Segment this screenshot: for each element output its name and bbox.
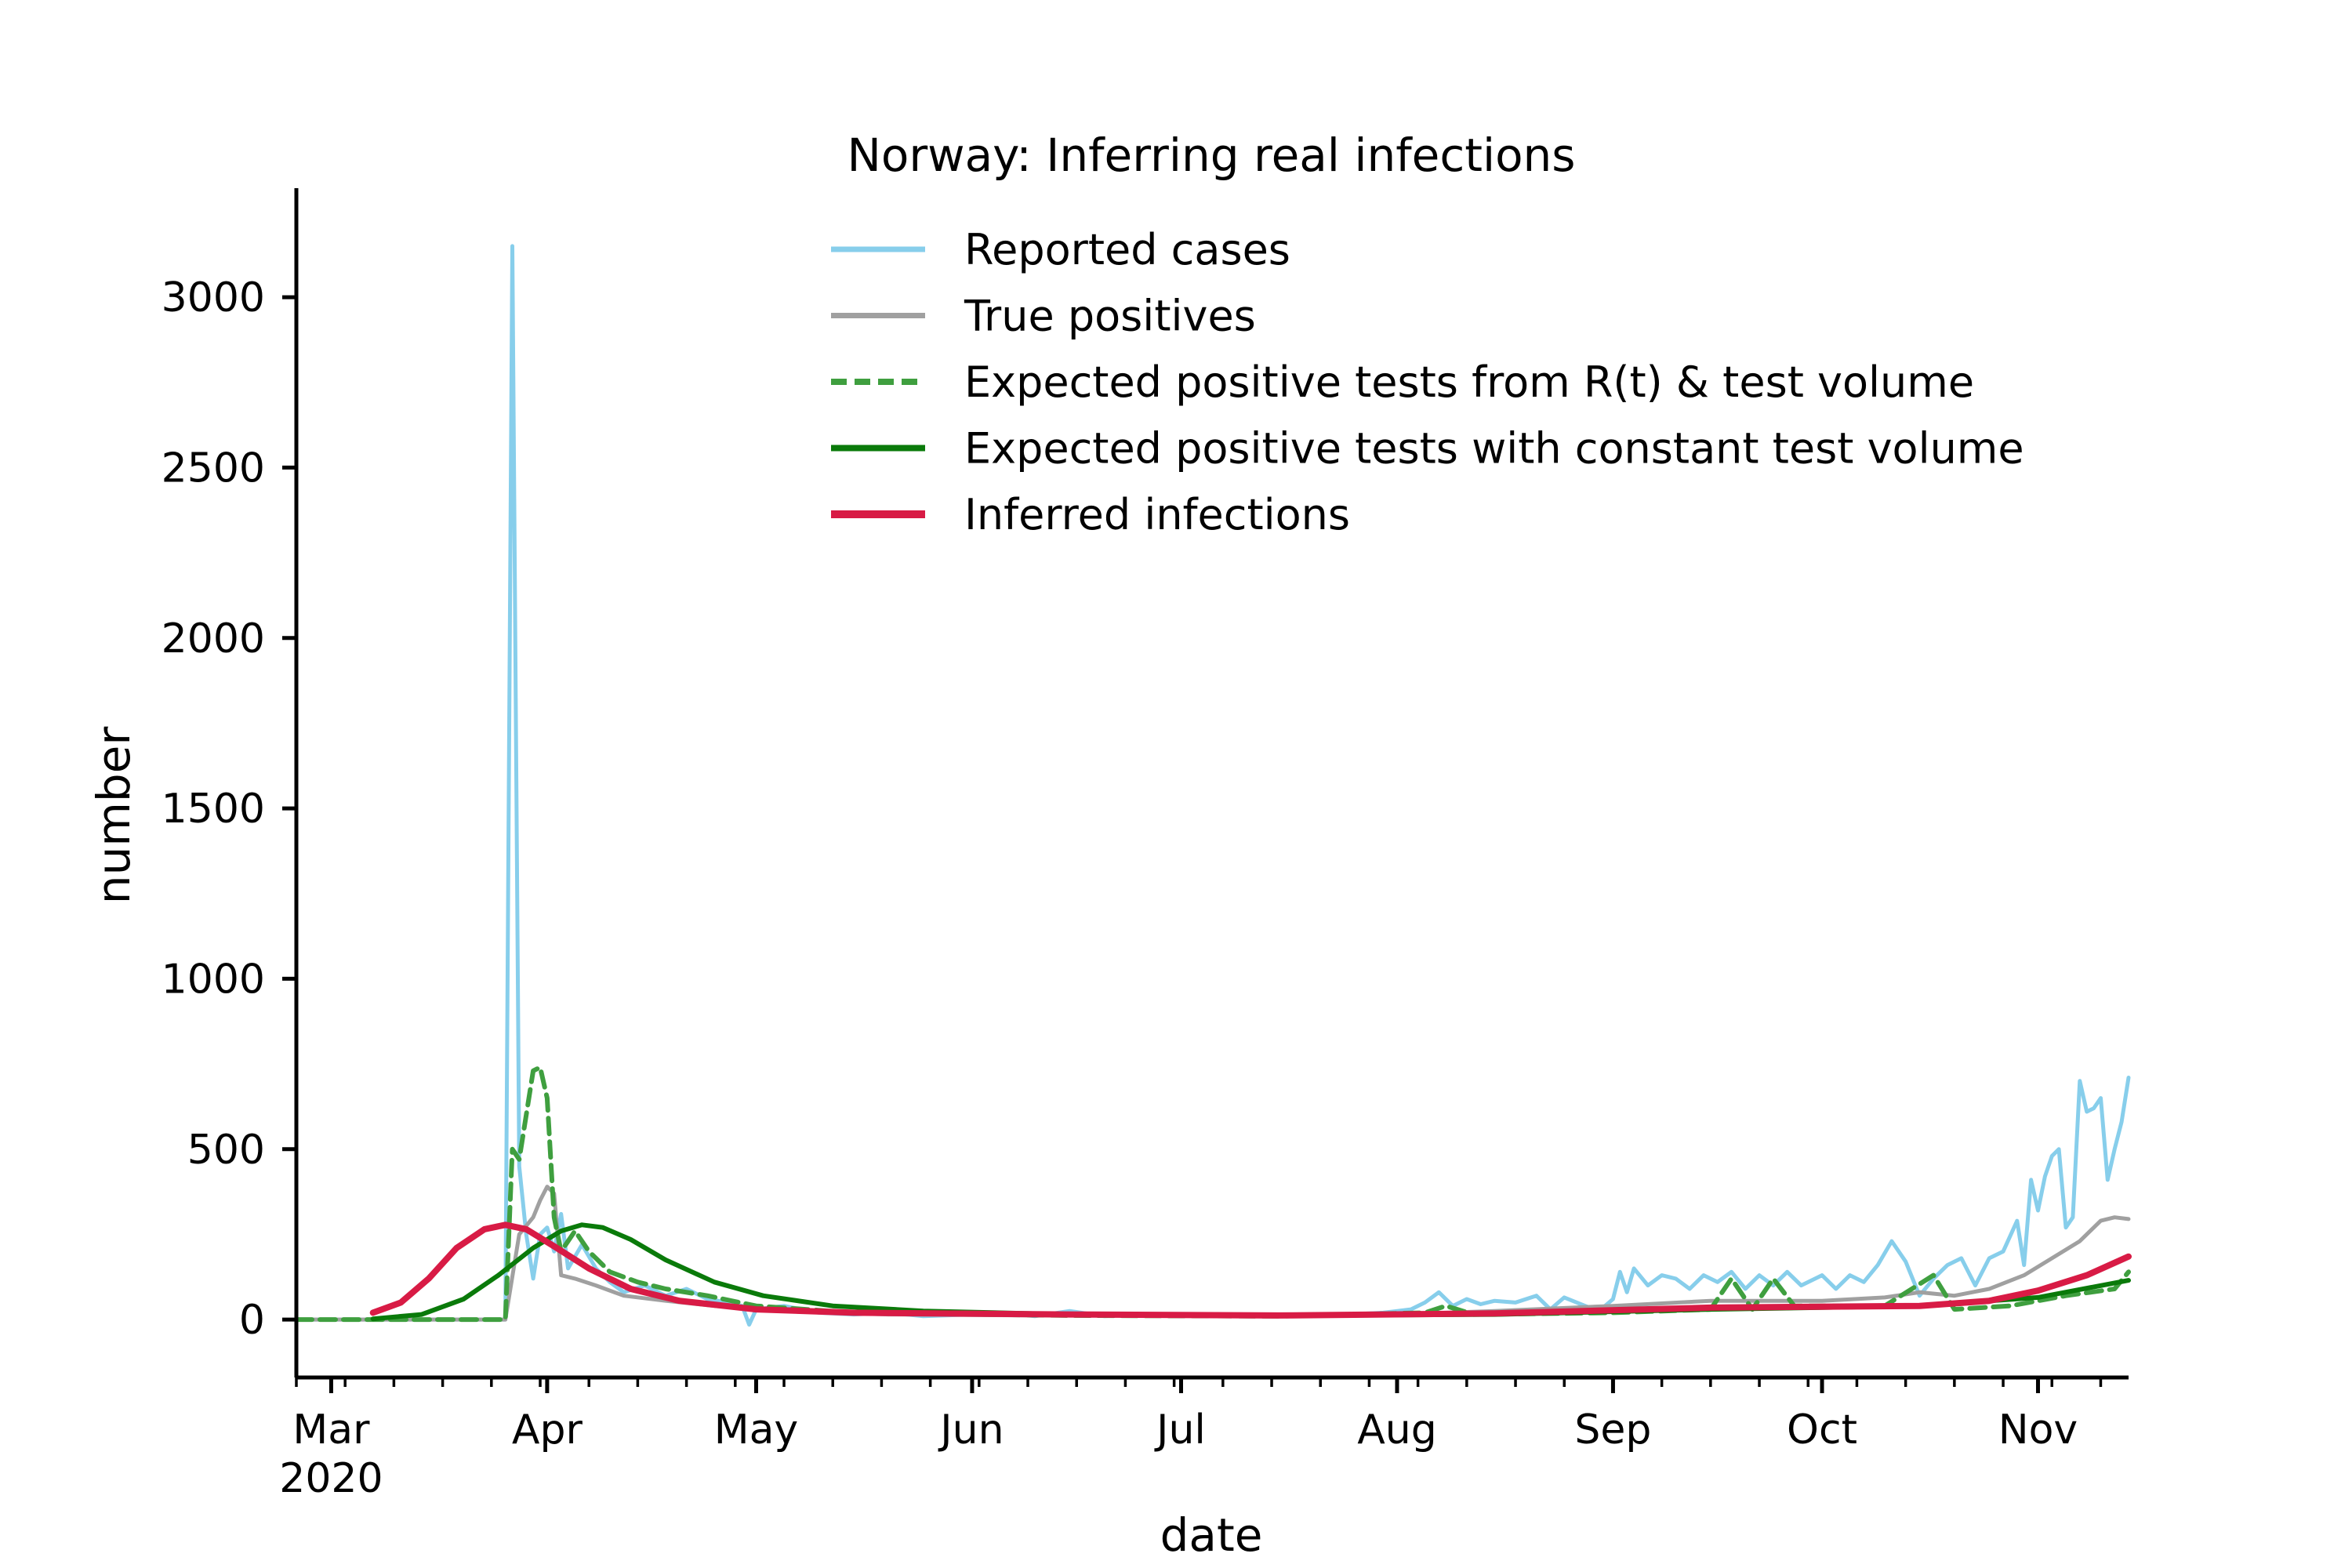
legend-label: Inferred infections <box>964 490 1350 539</box>
plot-series <box>294 244 2132 1327</box>
legend-label: Expected positive tests from R(t) & test… <box>964 358 1974 407</box>
legend-label: Expected positive tests with constant te… <box>964 424 2024 474</box>
legend: Reported cases True positives Expected pos… <box>831 225 2024 539</box>
y-tick-label: 2500 <box>162 445 265 492</box>
y-axis-label: number <box>87 727 140 905</box>
x-tick-label: Jun <box>938 1406 1004 1454</box>
chart-title: Norway: Inferring real infections <box>847 129 1575 182</box>
series-line-reported-cases <box>294 244 2131 1327</box>
y-tick-label: 2000 <box>162 615 265 662</box>
y-tick-label: 1500 <box>162 786 265 833</box>
x-tick-label: Apr <box>512 1406 583 1454</box>
x-tick-sublabel: 2020 <box>279 1455 383 1502</box>
x-tick-label: Nov <box>1998 1406 2078 1454</box>
x-tick-label: Sep <box>1574 1406 1651 1454</box>
x-tick-label: Oct <box>1787 1406 1857 1454</box>
series-line-true-positives <box>294 1185 2131 1322</box>
x-tick-label: Jul <box>1154 1406 1206 1454</box>
x-tick-label: Mar <box>292 1406 370 1454</box>
legend-label: True positives <box>964 292 1256 341</box>
legend-label: Reported cases <box>964 225 1290 274</box>
x-tick-label: May <box>714 1406 799 1454</box>
x-tick-label: Aug <box>1357 1406 1437 1454</box>
series-line-expected-positive-tests-from-r-t-test-volume <box>294 1065 2131 1323</box>
y-tick-label: 3000 <box>162 274 265 321</box>
y-tick-label: 1000 <box>162 956 265 1003</box>
y-tick-label: 0 <box>239 1297 265 1344</box>
y-tick-label: 500 <box>187 1127 265 1174</box>
series-line-inferred-infections <box>369 1221 2132 1319</box>
x-axis-label: date <box>1160 1508 1263 1562</box>
y-ticks: 0 500 1000 1500 2000 2500 3000 <box>162 274 296 1344</box>
